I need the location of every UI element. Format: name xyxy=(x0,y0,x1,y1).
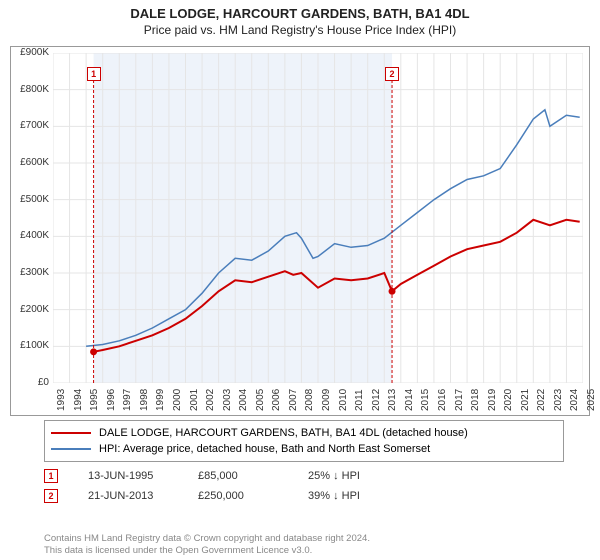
x-tick-label: 2004 xyxy=(238,389,249,411)
x-tick-label: 2016 xyxy=(437,389,448,411)
footer-line-1: Contains HM Land Registry data © Crown c… xyxy=(44,533,564,544)
x-tick-label: 1998 xyxy=(139,389,150,411)
x-tick-label: 1994 xyxy=(73,389,84,411)
x-tick-label: 2005 xyxy=(255,389,266,411)
x-tick-label: 2003 xyxy=(222,389,233,411)
x-tick-label: 2009 xyxy=(321,389,332,411)
chart-svg xyxy=(53,53,583,383)
x-tick-label: 2012 xyxy=(371,389,382,411)
x-tick-label: 2022 xyxy=(536,389,547,411)
legend-label-0: DALE LODGE, HARCOURT GARDENS, BATH, BA1 … xyxy=(99,427,468,439)
sale-pct: 25% ↓ HPI xyxy=(308,470,418,482)
sale-marker-box: 1 xyxy=(87,67,101,81)
footer-line-2: This data is licensed under the Open Gov… xyxy=(44,545,564,556)
sale-date: 21-JUN-2013 xyxy=(88,490,168,502)
x-tick-label: 2021 xyxy=(520,389,531,411)
x-tick-label: 2015 xyxy=(420,389,431,411)
sale-row: 1 13-JUN-1995 £85,000 25% ↓ HPI xyxy=(44,466,564,486)
y-tick-label: £500K xyxy=(11,194,49,205)
x-tick-label: 2010 xyxy=(338,389,349,411)
x-tick-label: 2007 xyxy=(288,389,299,411)
plot-area xyxy=(53,53,583,383)
y-tick-label: £800K xyxy=(11,84,49,95)
sale-pct: 39% ↓ HPI xyxy=(308,490,418,502)
x-tick-label: 2024 xyxy=(569,389,580,411)
x-tick-label: 2017 xyxy=(454,389,465,411)
x-tick-label: 2000 xyxy=(172,389,183,411)
chart-container: DALE LODGE, HARCOURT GARDENS, BATH, BA1 … xyxy=(0,0,600,560)
x-tick-label: 2018 xyxy=(470,389,481,411)
legend-swatch-series-1 xyxy=(51,448,91,450)
x-tick-label: 2014 xyxy=(404,389,415,411)
footer: Contains HM Land Registry data © Crown c… xyxy=(44,533,564,556)
sale-marker-1: 1 xyxy=(44,469,58,483)
sale-marker-box: 2 xyxy=(385,67,399,81)
x-tick-label: 2019 xyxy=(487,389,498,411)
x-tick-label: 2002 xyxy=(205,389,216,411)
y-tick-label: £100K xyxy=(11,340,49,351)
x-tick-label: 2020 xyxy=(503,389,514,411)
x-tick-label: 1999 xyxy=(155,389,166,411)
y-tick-label: £300K xyxy=(11,267,49,278)
legend-swatch-series-0 xyxy=(51,432,91,434)
x-tick-label: 2006 xyxy=(271,389,282,411)
chart-title: DALE LODGE, HARCOURT GARDENS, BATH, BA1 … xyxy=(0,0,600,21)
x-tick-label: 2023 xyxy=(553,389,564,411)
y-tick-label: £400K xyxy=(11,230,49,241)
x-tick-label: 2025 xyxy=(586,389,597,411)
x-tick-label: 2013 xyxy=(387,389,398,411)
chart-frame: £0 £100K £200K £300K £400K £500K £600K £700K £80… xyxy=(10,46,590,416)
sales-table: 1 13-JUN-1995 £85,000 25% ↓ HPI 2 21-JUN… xyxy=(44,466,564,506)
y-tick-label: £700K xyxy=(11,120,49,131)
legend-row: DALE LODGE, HARCOURT GARDENS, BATH, BA1 … xyxy=(51,425,557,441)
legend: DALE LODGE, HARCOURT GARDENS, BATH, BA1 … xyxy=(44,420,564,462)
legend-row: HPI: Average price, detached house, Bath… xyxy=(51,441,557,457)
sale-price: £250,000 xyxy=(198,490,278,502)
x-tick-label: 2008 xyxy=(304,389,315,411)
x-tick-label: 1993 xyxy=(56,389,67,411)
x-tick-label: 1996 xyxy=(106,389,117,411)
sale-date: 13-JUN-1995 xyxy=(88,470,168,482)
y-tick-label: £900K xyxy=(11,47,49,58)
x-tick-label: 1995 xyxy=(89,389,100,411)
chart-subtitle: Price paid vs. HM Land Registry's House … xyxy=(0,21,600,41)
y-tick-label: £0 xyxy=(11,377,49,388)
sale-price: £85,000 xyxy=(198,470,278,482)
legend-label-1: HPI: Average price, detached house, Bath… xyxy=(99,443,430,455)
y-tick-label: £600K xyxy=(11,157,49,168)
x-tick-label: 2001 xyxy=(189,389,200,411)
sale-marker-2: 2 xyxy=(44,489,58,503)
x-tick-label: 1997 xyxy=(122,389,133,411)
sale-row: 2 21-JUN-2013 £250,000 39% ↓ HPI xyxy=(44,486,564,506)
y-tick-label: £200K xyxy=(11,304,49,315)
x-tick-label: 2011 xyxy=(354,389,365,411)
